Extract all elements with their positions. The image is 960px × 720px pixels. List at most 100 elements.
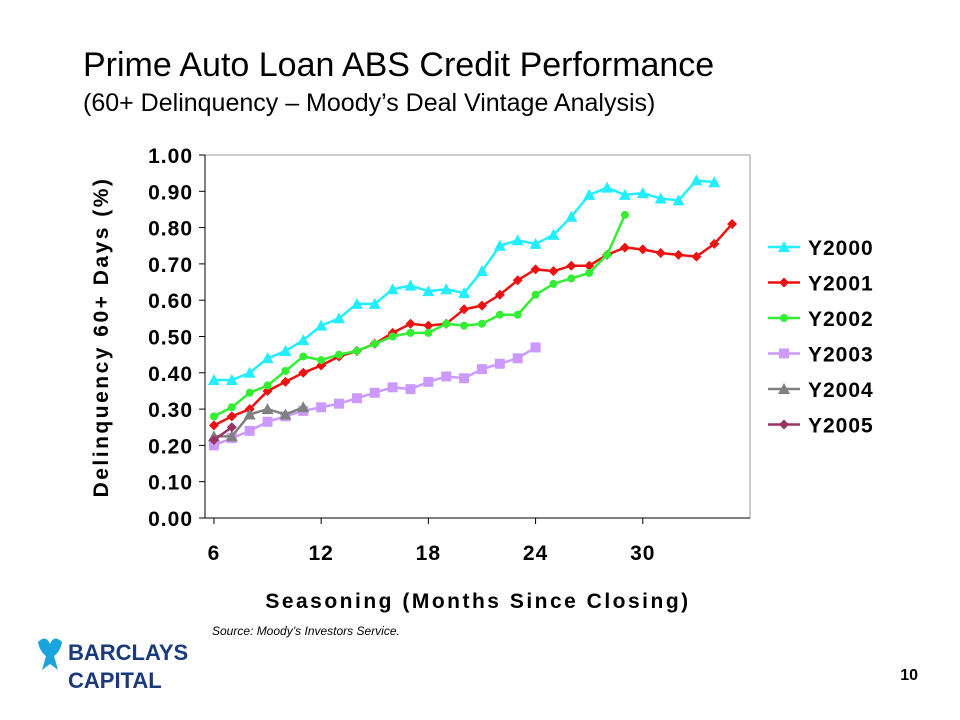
y-tick-label: 0.50 <box>148 327 193 350</box>
marker <box>350 297 363 309</box>
x-tick-label: 6 <box>208 542 221 565</box>
y-tick-label: 0.30 <box>148 399 193 422</box>
marker <box>263 381 272 390</box>
marker <box>207 374 220 386</box>
logo-eagle <box>38 638 62 670</box>
y-tick-label: 0.60 <box>148 290 193 313</box>
x-tick-label: 18 <box>416 542 441 565</box>
y-axis-label: Delinquency 60+ Days (%) <box>90 177 113 498</box>
legend-label: Y2002 <box>808 308 874 331</box>
marker <box>441 371 452 382</box>
marker <box>460 321 469 330</box>
legend-marker <box>780 314 788 322</box>
marker <box>404 279 417 291</box>
marker <box>279 345 292 357</box>
legend-label: Y2004 <box>808 379 874 402</box>
marker <box>208 420 219 431</box>
marker <box>511 234 524 246</box>
marker <box>672 194 685 206</box>
marker <box>530 264 541 275</box>
marker <box>226 411 237 422</box>
marker <box>261 352 274 364</box>
y-tick-label: 0.40 <box>148 363 193 386</box>
title: Prime Auto Loan ABS Credit Performance <box>83 46 714 84</box>
y-tick-label: 0.80 <box>148 218 193 241</box>
marker <box>475 265 488 277</box>
marker <box>209 412 218 421</box>
marker <box>422 285 435 297</box>
marker <box>298 367 309 378</box>
marker <box>261 403 274 415</box>
marker <box>279 408 292 420</box>
marker <box>585 268 594 277</box>
y-tick-label: 0.20 <box>148 435 193 458</box>
marker <box>708 176 721 188</box>
marker <box>280 376 291 387</box>
marker <box>440 283 453 295</box>
marker <box>619 242 630 253</box>
legend-label: Y2003 <box>808 344 874 367</box>
marker <box>690 174 703 186</box>
series-line <box>213 179 715 382</box>
marker <box>262 416 273 427</box>
page-number: 10 <box>900 667 918 684</box>
legend-label: Y2000 <box>808 237 874 260</box>
marker <box>317 356 326 365</box>
marker <box>245 388 254 397</box>
marker <box>281 366 290 375</box>
y-tick-label: 0.10 <box>148 472 193 495</box>
legend-marker <box>779 348 789 359</box>
marker <box>459 304 470 315</box>
marker <box>315 319 328 331</box>
legend-marker <box>779 277 789 288</box>
marker <box>316 402 327 413</box>
marker <box>386 283 399 295</box>
series-line <box>213 426 233 441</box>
marker <box>476 300 487 311</box>
marker <box>601 181 614 193</box>
marker <box>618 188 631 200</box>
marker <box>297 334 310 346</box>
marker <box>423 320 434 331</box>
logo-text: BARCLAYS <box>68 640 188 665</box>
marker <box>334 398 345 409</box>
marker <box>406 328 415 337</box>
source: Source: Moody’s Investors Service. <box>212 624 400 638</box>
plot-frame <box>204 154 751 519</box>
marker <box>565 210 578 222</box>
marker <box>424 328 433 337</box>
marker <box>512 275 523 286</box>
legend-marker <box>779 419 789 430</box>
marker <box>567 274 576 283</box>
marker <box>368 297 381 309</box>
marker <box>225 430 238 442</box>
x-tick-label: 24 <box>523 542 548 565</box>
marker <box>458 286 471 298</box>
marker <box>495 310 504 319</box>
legend-marker <box>778 241 790 252</box>
marker <box>654 192 667 204</box>
marker <box>423 376 434 387</box>
marker <box>655 248 666 259</box>
marker <box>548 266 559 277</box>
marker <box>226 422 237 433</box>
marker <box>477 319 486 328</box>
marker <box>333 312 346 324</box>
marker <box>494 289 505 300</box>
marker <box>494 358 505 369</box>
marker <box>243 408 256 420</box>
marker <box>727 218 738 229</box>
marker <box>476 364 487 375</box>
marker <box>691 251 702 262</box>
marker <box>531 290 540 299</box>
marker <box>244 425 255 436</box>
marker <box>530 342 541 353</box>
marker <box>529 237 542 249</box>
marker <box>584 260 595 271</box>
marker <box>442 319 451 328</box>
marker <box>603 250 612 259</box>
marker <box>673 249 684 260</box>
marker <box>299 352 308 361</box>
x-axis-label: Seasoning (Months Since Closing) <box>265 590 690 613</box>
